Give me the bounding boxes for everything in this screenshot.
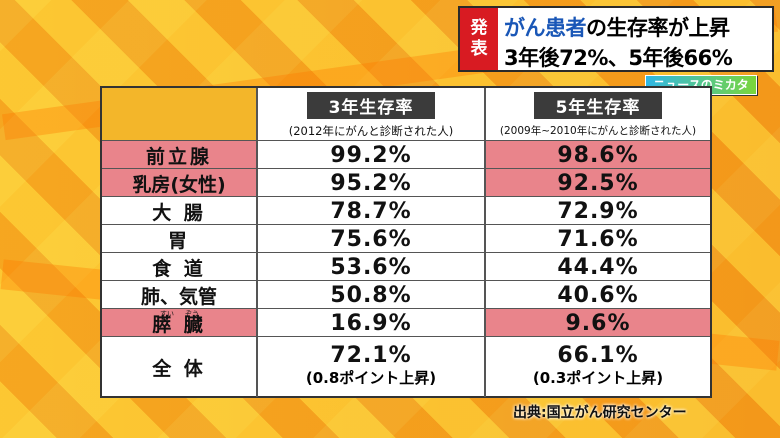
- cell-5year: 92.5%: [484, 169, 710, 197]
- row-label-text: 乳房(女性): [132, 173, 226, 196]
- cell-3year: 50.8%: [256, 281, 484, 309]
- value-3year: 99.2%: [330, 142, 412, 168]
- row-label-text: 膵 臓: [152, 313, 206, 336]
- cell-3year: 78.7%: [256, 197, 484, 225]
- cell-5year: 44.4%: [484, 253, 710, 281]
- value-5year: 66.1%: [557, 343, 639, 368]
- table-row: 食 道 53.6% 44.4%: [102, 252, 710, 281]
- badge-char-2: 表: [470, 39, 488, 59]
- value-5year: 72.9%: [557, 198, 639, 224]
- value-5year: 9.6%: [565, 310, 631, 336]
- row-label-text: 食 道: [152, 257, 206, 280]
- row-label-text: 前立腺: [145, 145, 212, 168]
- value-5year: 44.4%: [557, 254, 639, 280]
- badge-char-1: 発: [470, 18, 488, 38]
- cell-3year: 75.6%: [256, 225, 484, 253]
- headline-box: 発 表 がん患者の生存率が上昇 3年後72%、5年後66%: [458, 6, 774, 72]
- row-label: 前立腺: [102, 141, 256, 169]
- headline-line-1-rest: の生存率が上昇: [586, 16, 730, 40]
- headline-highlight: がん患者: [504, 16, 587, 40]
- cell-3year: 53.6%: [256, 253, 484, 281]
- row-label: 全 体: [102, 337, 256, 397]
- source-credit: 出典:国立がん研究センター: [513, 405, 687, 421]
- announcement-badge: 発 表: [460, 8, 498, 70]
- table-row: 前立腺 99.2% 98.6%: [102, 140, 710, 169]
- row-label: すい ぞう 膵 臓: [102, 309, 256, 337]
- headline-line-1: がん患者の生存率が上昇: [504, 12, 730, 42]
- header-5year-sub: (2009年~2010年にがんと診断された人): [499, 125, 697, 137]
- row-label-text: 大 腸: [152, 201, 206, 224]
- change-note-3year: (0.8ポイント上昇): [305, 369, 437, 387]
- cell-3year-total: 72.1% (0.8ポイント上昇): [256, 337, 484, 397]
- table-row: すい ぞう 膵 臓 16.9% 9.6%: [102, 308, 710, 337]
- cell-5year-total: 66.1% (0.3ポイント上昇): [484, 337, 710, 397]
- header-3year-sub: (2012年にがんと診断された人): [288, 123, 454, 138]
- cell-3year: 95.2%: [256, 169, 484, 197]
- value-3year: 53.6%: [330, 254, 412, 280]
- value-3year: 75.6%: [330, 226, 412, 252]
- ruby-sui: すい: [160, 310, 174, 318]
- value-3year: 78.7%: [330, 198, 412, 224]
- value-3year: 50.8%: [330, 282, 412, 308]
- table-total-row: 全 体 72.1% (0.8ポイント上昇) 66.1% (0.3ポイント上昇): [102, 336, 710, 397]
- header-5year: 5年生存率 (2009年~2010年にがんと診断された人): [484, 88, 710, 140]
- cell-5year: 40.6%: [484, 281, 710, 309]
- row-label-text: 胃: [167, 229, 190, 252]
- value-5year: 98.6%: [557, 142, 639, 168]
- row-label-text: 全 体: [152, 357, 206, 380]
- change-note-5year: (0.3ポイント上昇): [532, 369, 664, 387]
- header-empty-cell: [102, 88, 256, 140]
- value-5year: 71.6%: [557, 226, 639, 252]
- header-3year: 3年生存率 (2012年にがんと診断された人): [256, 88, 484, 140]
- cell-5year: 72.9%: [484, 197, 710, 225]
- value-3year: 16.9%: [330, 310, 412, 336]
- header-5year-title: 5年生存率: [533, 92, 663, 119]
- cell-5year: 9.6%: [484, 309, 710, 337]
- cell-3year: 99.2%: [256, 141, 484, 169]
- row-label: 乳房(女性): [102, 169, 256, 197]
- survival-rate-table: 3年生存率 (2012年にがんと診断された人) 5年生存率 (2009年~201…: [100, 86, 712, 398]
- row-label: 大 腸: [102, 197, 256, 225]
- cell-5year: 71.6%: [484, 225, 710, 253]
- table-row: 乳房(女性) 95.2% 92.5%: [102, 168, 710, 197]
- cell-5year: 98.6%: [484, 141, 710, 169]
- ruby-zou: ぞう: [185, 310, 199, 318]
- headline-line-2: 3年後72%、5年後66%: [504, 46, 733, 70]
- row-label: 食 道: [102, 253, 256, 281]
- table-header-row: 3年生存率 (2012年にがんと診断された人) 5年生存率 (2009年~201…: [102, 88, 710, 140]
- value-3year: 95.2%: [330, 170, 412, 196]
- row-label-text: 肺、気管: [140, 285, 217, 308]
- value-5year: 40.6%: [557, 282, 639, 308]
- row-label: 肺、気管: [102, 281, 256, 309]
- table-row: 肺、気管 50.8% 40.6%: [102, 280, 710, 309]
- table-row: 大 腸 78.7% 72.9%: [102, 196, 710, 225]
- row-label: 胃: [102, 225, 256, 253]
- value-5year: 92.5%: [557, 170, 639, 196]
- cell-3year: 16.9%: [256, 309, 484, 337]
- header-3year-title: 3年生存率: [306, 91, 436, 119]
- value-3year: 72.1%: [330, 343, 412, 368]
- table-row: 胃 75.6% 71.6%: [102, 224, 710, 253]
